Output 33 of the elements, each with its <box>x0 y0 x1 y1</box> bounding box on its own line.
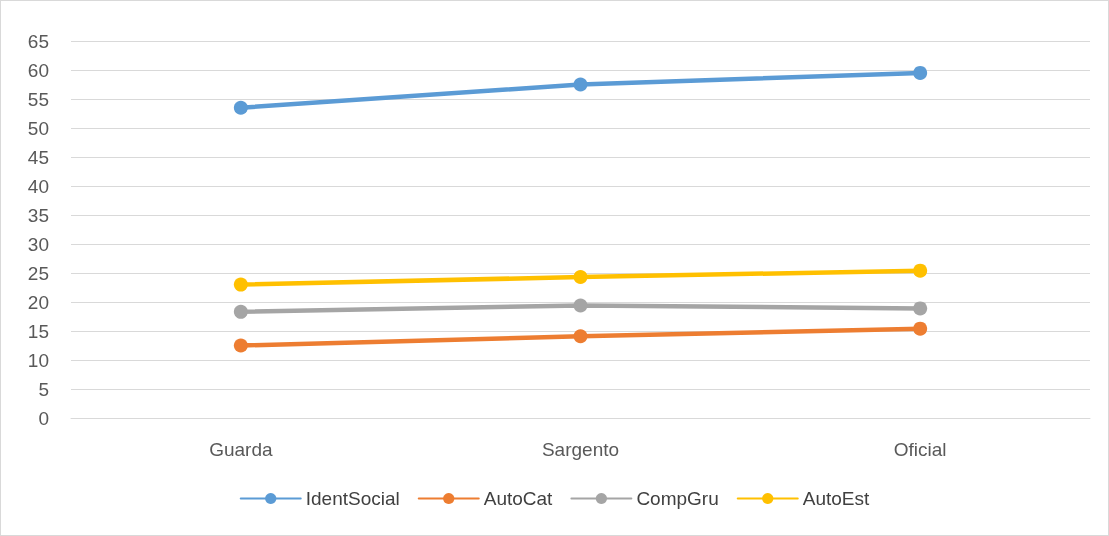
y-tick-label: 50 <box>27 117 49 139</box>
point <box>573 329 588 344</box>
point <box>233 277 248 292</box>
legend-label: AutoEst <box>802 488 870 509</box>
y-tick-label: 45 <box>27 146 49 168</box>
point <box>913 263 928 278</box>
y-tick-label: 0 <box>38 407 49 429</box>
point <box>233 338 248 353</box>
legend-label: AutoCat <box>483 488 554 509</box>
y-tick-label: 10 <box>27 349 49 371</box>
y-tick-label: 30 <box>27 233 49 255</box>
legend-label: CompGru <box>636 488 719 509</box>
y-tick-label: 20 <box>27 291 49 313</box>
y-tick-label: 40 <box>27 175 49 197</box>
point <box>913 65 928 80</box>
x-tick-label: Oficial <box>893 439 947 460</box>
point <box>913 321 928 336</box>
point <box>573 270 588 285</box>
y-tick-label: 25 <box>27 262 49 284</box>
point <box>573 77 588 92</box>
y-tick-label: 60 <box>27 59 49 81</box>
legend-label: IdentSocial <box>305 488 400 509</box>
y-tick-label: 65 <box>27 30 49 52</box>
y-tick-label: 55 <box>27 88 49 110</box>
x-tick-label: Guarda <box>209 439 273 460</box>
point <box>913 301 928 316</box>
y-tick-label: 15 <box>27 320 49 342</box>
point <box>233 100 248 115</box>
y-tick-label: 35 <box>27 204 49 226</box>
y-tick-label: 5 <box>38 378 49 400</box>
x-tick-label: Sargento <box>541 439 620 460</box>
point <box>233 304 248 319</box>
point <box>573 298 588 313</box>
